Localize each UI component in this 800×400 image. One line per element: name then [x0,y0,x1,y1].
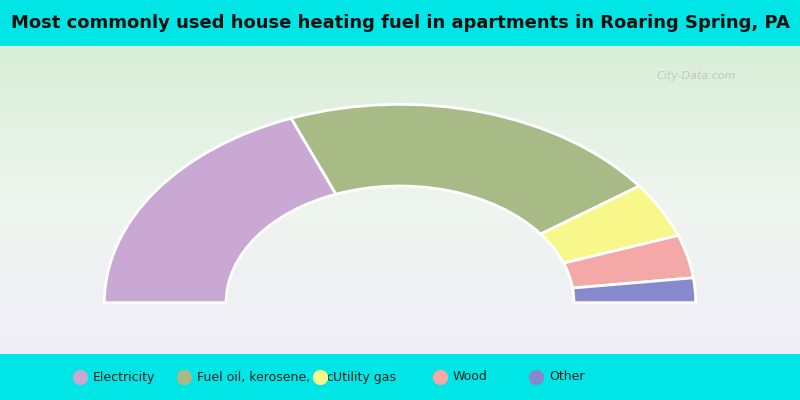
Wedge shape [291,104,639,234]
Wedge shape [541,186,678,263]
Wedge shape [573,278,696,303]
Text: City-Data.com: City-Data.com [657,71,736,81]
Text: Most commonly used house heating fuel in apartments in Roaring Spring, PA: Most commonly used house heating fuel in… [10,14,790,32]
Wedge shape [564,236,694,288]
Text: Utility gas: Utility gas [333,370,396,384]
Text: Wood: Wood [453,370,488,384]
Text: Electricity: Electricity [93,370,155,384]
Text: Fuel oil, kerosene, etc.: Fuel oil, kerosene, etc. [197,370,338,384]
Wedge shape [104,118,336,303]
Text: Other: Other [549,370,584,384]
